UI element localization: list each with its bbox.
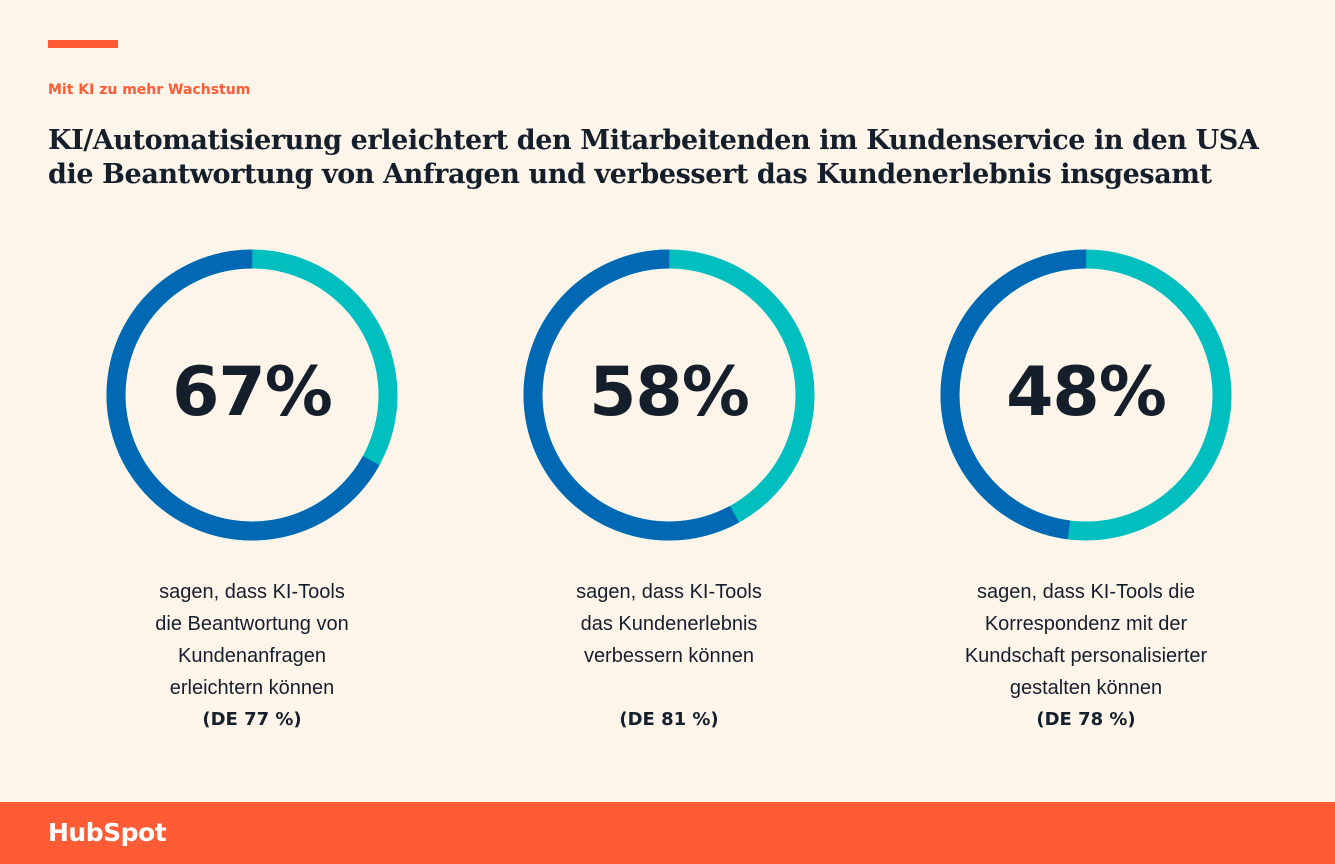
hubspot-logo: HubSpot bbox=[48, 818, 167, 847]
page-title: KI/Automatisierung erleichtert den Mitar… bbox=[48, 125, 1259, 190]
footer-bar: HubSpot bbox=[0, 802, 1335, 864]
caption-line: sagen, dass KI-Tools bbox=[576, 581, 762, 603]
caption-line: erleichtern können bbox=[169, 677, 335, 699]
germany-value: (DE 78 %) bbox=[1036, 709, 1136, 730]
caption-line: gestalten können bbox=[1009, 677, 1163, 699]
percent-value: 58% bbox=[589, 352, 750, 432]
stat-card: 58% sagen, dass KI-Tools das Kundenerleb… bbox=[514, 240, 824, 736]
caption-line: Kundschaft personalisierter bbox=[964, 645, 1208, 667]
stat-caption: sagen, dass KI-Tools das Kundenerlebnis … bbox=[519, 576, 819, 736]
germany-value: (DE 81 %) bbox=[619, 709, 719, 730]
caption-line: sagen, dass KI-Tools bbox=[159, 581, 345, 603]
donut-svg bbox=[106, 249, 398, 541]
stat-caption: sagen, dass KI-Tools die Beantwortung vo… bbox=[102, 576, 402, 736]
percent-value: 67% bbox=[172, 352, 333, 432]
stat-caption: sagen, dass KI-Tools die Korrespondenz m… bbox=[936, 576, 1236, 736]
caption-line: sagen, dass KI-Tools die bbox=[977, 581, 1195, 603]
donut-chart: 67% bbox=[97, 240, 407, 550]
caption-line: die Beantwortung von bbox=[155, 613, 349, 635]
caption-line: das Kundenerlebnis bbox=[580, 613, 758, 635]
accent-bar bbox=[48, 40, 118, 48]
eyebrow-label: Mit KI zu mehr Wachstum bbox=[48, 82, 251, 98]
stat-card: 67% sagen, dass KI-Tools die Beantwortun… bbox=[97, 240, 407, 736]
caption-line: Kundenanfragen bbox=[178, 645, 326, 667]
germany-value: (DE 77 %) bbox=[202, 709, 302, 730]
caption-line: verbessern können bbox=[583, 645, 755, 667]
stat-card: 48% sagen, dass KI-Tools die Korresponde… bbox=[931, 240, 1241, 736]
donut-chart: 58% bbox=[514, 240, 824, 550]
donut-chart: 48% bbox=[931, 240, 1241, 550]
donut-svg bbox=[523, 249, 815, 541]
caption-line: Korrespondenz mit der bbox=[984, 613, 1188, 635]
caption-line bbox=[519, 672, 819, 704]
donut-svg bbox=[940, 249, 1232, 541]
percent-value: 48% bbox=[1006, 352, 1167, 432]
